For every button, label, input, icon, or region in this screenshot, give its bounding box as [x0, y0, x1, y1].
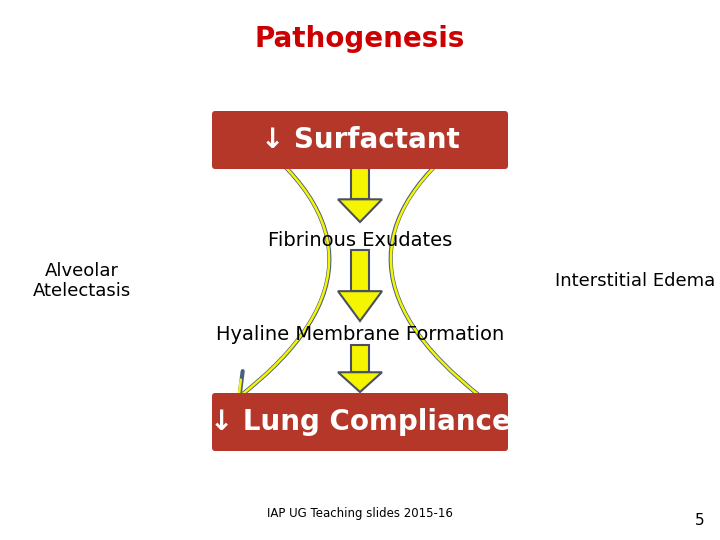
Polygon shape	[351, 345, 369, 372]
Text: ↓ Lung Compliance: ↓ Lung Compliance	[210, 408, 510, 436]
Text: Pathogenesis: Pathogenesis	[255, 25, 465, 53]
Polygon shape	[338, 199, 382, 222]
Text: Interstitial Edema: Interstitial Edema	[555, 272, 715, 290]
FancyBboxPatch shape	[212, 393, 508, 451]
Polygon shape	[351, 168, 369, 199]
Polygon shape	[338, 291, 382, 321]
Text: ↓ Surfactant: ↓ Surfactant	[261, 126, 459, 154]
Text: Alveolar
Atelectasis: Alveolar Atelectasis	[33, 261, 131, 300]
Text: Hyaline Membrane Formation: Hyaline Membrane Formation	[216, 326, 504, 345]
Polygon shape	[351, 250, 369, 291]
FancyArrowPatch shape	[391, 117, 491, 399]
Text: Fibrinous Exudates: Fibrinous Exudates	[268, 231, 452, 249]
FancyArrowPatch shape	[228, 119, 329, 400]
Polygon shape	[338, 372, 382, 392]
FancyBboxPatch shape	[212, 111, 508, 169]
Text: 5: 5	[696, 513, 705, 528]
Text: IAP UG Teaching slides 2015-16: IAP UG Teaching slides 2015-16	[267, 507, 453, 520]
FancyArrowPatch shape	[391, 116, 490, 399]
FancyArrowPatch shape	[228, 119, 329, 400]
